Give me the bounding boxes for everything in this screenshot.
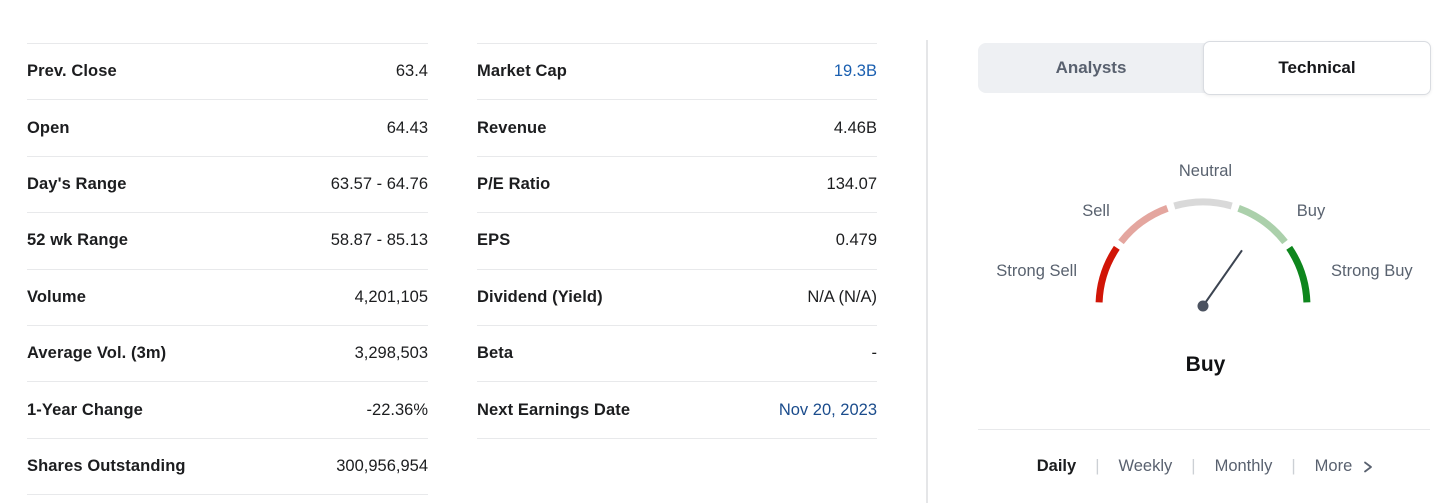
stat-row: Shares Outstanding 300,956,954 (27, 437, 428, 494)
stat-value: 63.57 - 64.76 (330, 174, 428, 193)
stat-value: 3,298,503 (354, 344, 428, 363)
gauge-summary-text: Buy (1185, 353, 1226, 376)
stat-value: 4.46B (833, 118, 877, 137)
stat-label: Dividend (Yield) (477, 287, 603, 306)
stats-column-middle: Market Cap 19.3B Revenue 4.46B P/E Ratio 13… (477, 43, 877, 439)
stat-row: Day's Range 63.57 - 64.76 (27, 155, 428, 212)
stat-row: Revenue 4.46B (477, 99, 877, 155)
gauge-segment-sell (1118, 205, 1169, 245)
stat-row: EPS 0.479 (477, 212, 877, 268)
stat-row: P/E Ratio 134.07 (477, 155, 877, 212)
gauge-segment-strong-sell (1095, 245, 1120, 303)
stat-value: 63.4 (395, 62, 428, 81)
stat-row: Beta - (477, 324, 878, 381)
market-cap-link[interactable]: 19.3B (833, 62, 877, 81)
gauge-label-strong-sell: Strong Sell (996, 262, 1077, 280)
stat-value: N/A (N/A) (807, 287, 877, 306)
stat-row: Market Cap 19.3B (477, 43, 877, 99)
separator: | (1191, 457, 1196, 475)
gauge-label-sell: Sell (1082, 202, 1110, 220)
stat-row: Volume 4,201,105 (27, 268, 428, 325)
timeframe-more-label: More (1314, 457, 1353, 475)
stat-row: Open 64.43 (27, 99, 428, 155)
gauge-label-neutral: Neutral (1178, 162, 1233, 180)
stat-label: Open (27, 118, 70, 137)
stat-label: Revenue (477, 118, 547, 137)
stat-row: Next Earnings Date Nov 20, 2023 (477, 381, 877, 437)
stat-value: 4,201,105 (354, 287, 428, 306)
analysts-technical-tab-group: Analysts Technical (978, 41, 1431, 95)
chevron-right-icon (1364, 461, 1373, 472)
stat-row: 52 wk Range 58.87 - 85.13 (27, 212, 428, 268)
stat-value: 64.43 (386, 118, 428, 137)
separator: | (1291, 457, 1296, 475)
stat-value: 58.87 - 85.13 (330, 231, 428, 250)
gauge-segment-buy (1237, 205, 1288, 245)
stat-label: P/E Ratio (477, 174, 551, 193)
timeframe-more[interactable]: More (1315, 457, 1375, 476)
timeframe-weekly[interactable]: Weekly (1118, 457, 1173, 475)
panel-divider (978, 429, 1430, 430)
stat-label: 52 wk Range (27, 231, 129, 250)
stat-label: Volume (27, 287, 86, 306)
stats-column-left: Prev. Close 63.4 Open 64.43 Day's Range 63.… (27, 43, 428, 496)
next-earnings-date-link[interactable]: Nov 20, 2023 (778, 400, 877, 419)
gauge-label-strong-buy: Strong Buy (1331, 262, 1413, 280)
stat-value: - (871, 344, 878, 363)
timeframe-daily[interactable]: Daily (1036, 457, 1077, 475)
stat-label: Prev. Close (27, 62, 117, 81)
technical-panel: Analysts Technical Neutral Sell Buy Stro… (975, 0, 1436, 503)
stat-label: Average Vol. (3m) (27, 344, 167, 363)
stat-row: Average Vol. (3m) 3,298,503 (27, 324, 428, 381)
stat-value: 300,956,954 (336, 456, 428, 475)
stat-label: EPS (477, 231, 511, 250)
vertical-divider (926, 40, 928, 503)
stat-label: Next Earnings Date (477, 400, 631, 419)
tab-technical[interactable]: Technical (1203, 41, 1431, 95)
gauge-segment-strong-buy (1286, 245, 1311, 303)
gauge-segment-neutral (1173, 198, 1233, 210)
gauge-label-buy: Buy (1296, 202, 1326, 220)
stat-row: Prev. Close 63.4 (27, 43, 428, 99)
stat-label: Market Cap (477, 62, 567, 81)
stat-label: 1-Year Change (27, 400, 143, 419)
stat-label: Shares Outstanding (27, 456, 186, 475)
timeframe-selector: Daily | Weekly | Monthly | More (975, 448, 1436, 485)
stat-value: -22.36% (366, 400, 428, 419)
tab-analysts[interactable]: Analysts (1055, 58, 1127, 77)
timeframe-monthly[interactable]: Monthly (1214, 457, 1273, 475)
stat-value: 134.07 (826, 174, 877, 193)
gauge-needle-pivot (1197, 300, 1209, 312)
stat-value: 0.479 (835, 231, 877, 250)
stat-row: Dividend (Yield) N/A (N/A) (477, 268, 877, 325)
sentiment-gauge (1095, 198, 1311, 312)
stat-label: Beta (477, 344, 514, 363)
stat-row: 1-Year Change -22.36% (27, 381, 428, 437)
gauge-needle (1202, 249, 1243, 307)
separator: | (1095, 457, 1100, 475)
stat-label: Day's Range (27, 174, 127, 193)
